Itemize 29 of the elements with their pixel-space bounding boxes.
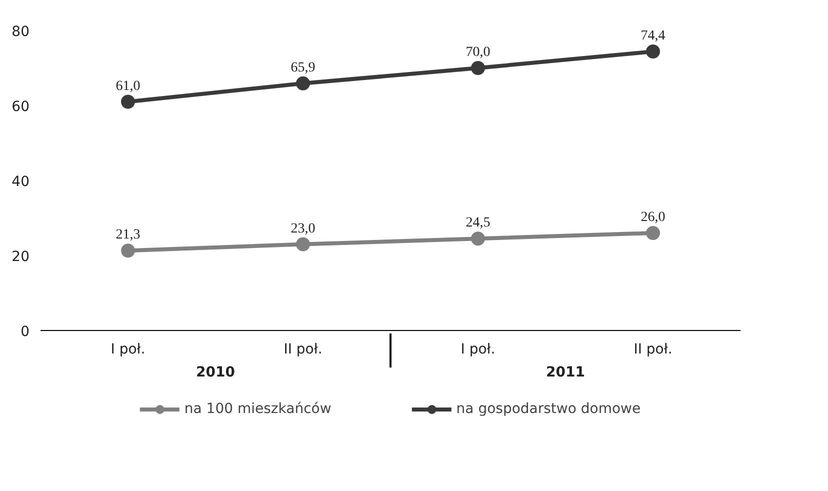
point: [646, 226, 660, 240]
data-label: 26,0: [640, 210, 666, 225]
y-tick-label: 20: [12, 249, 30, 265]
data-label: 65,9: [290, 60, 316, 76]
y-tick-label: 80: [12, 24, 30, 40]
point: [296, 237, 310, 252]
x-tick-label: II poł.: [284, 342, 322, 358]
text: 2011: [546, 364, 585, 380]
data-label: 24,5: [466, 216, 490, 231]
legend-label: na 100 mieszkańców: [184, 401, 332, 417]
x-tick-label: I poł.: [110, 342, 146, 358]
text: 2010: [196, 364, 236, 380]
data-label: 21,3: [116, 228, 140, 243]
y-tick-label: 0: [20, 324, 30, 340]
data-label: 70,0: [466, 45, 490, 60]
point: [471, 61, 485, 75]
point: [296, 76, 310, 90]
data-label: 61,0: [116, 78, 140, 94]
data-label: 74,4: [640, 28, 666, 44]
point: [471, 232, 485, 246]
point: [121, 244, 135, 258]
point: [646, 44, 660, 58]
legend-label: na gospodarstwo domowe: [456, 401, 641, 417]
y-tick-label: 40: [12, 174, 30, 190]
x-tick-label: II poł.: [634, 342, 672, 358]
point: [121, 94, 135, 109]
data-label: 23,0: [290, 221, 316, 236]
x-tick-label: I poł.: [460, 342, 496, 358]
y-tick-label: 60: [12, 99, 30, 115]
